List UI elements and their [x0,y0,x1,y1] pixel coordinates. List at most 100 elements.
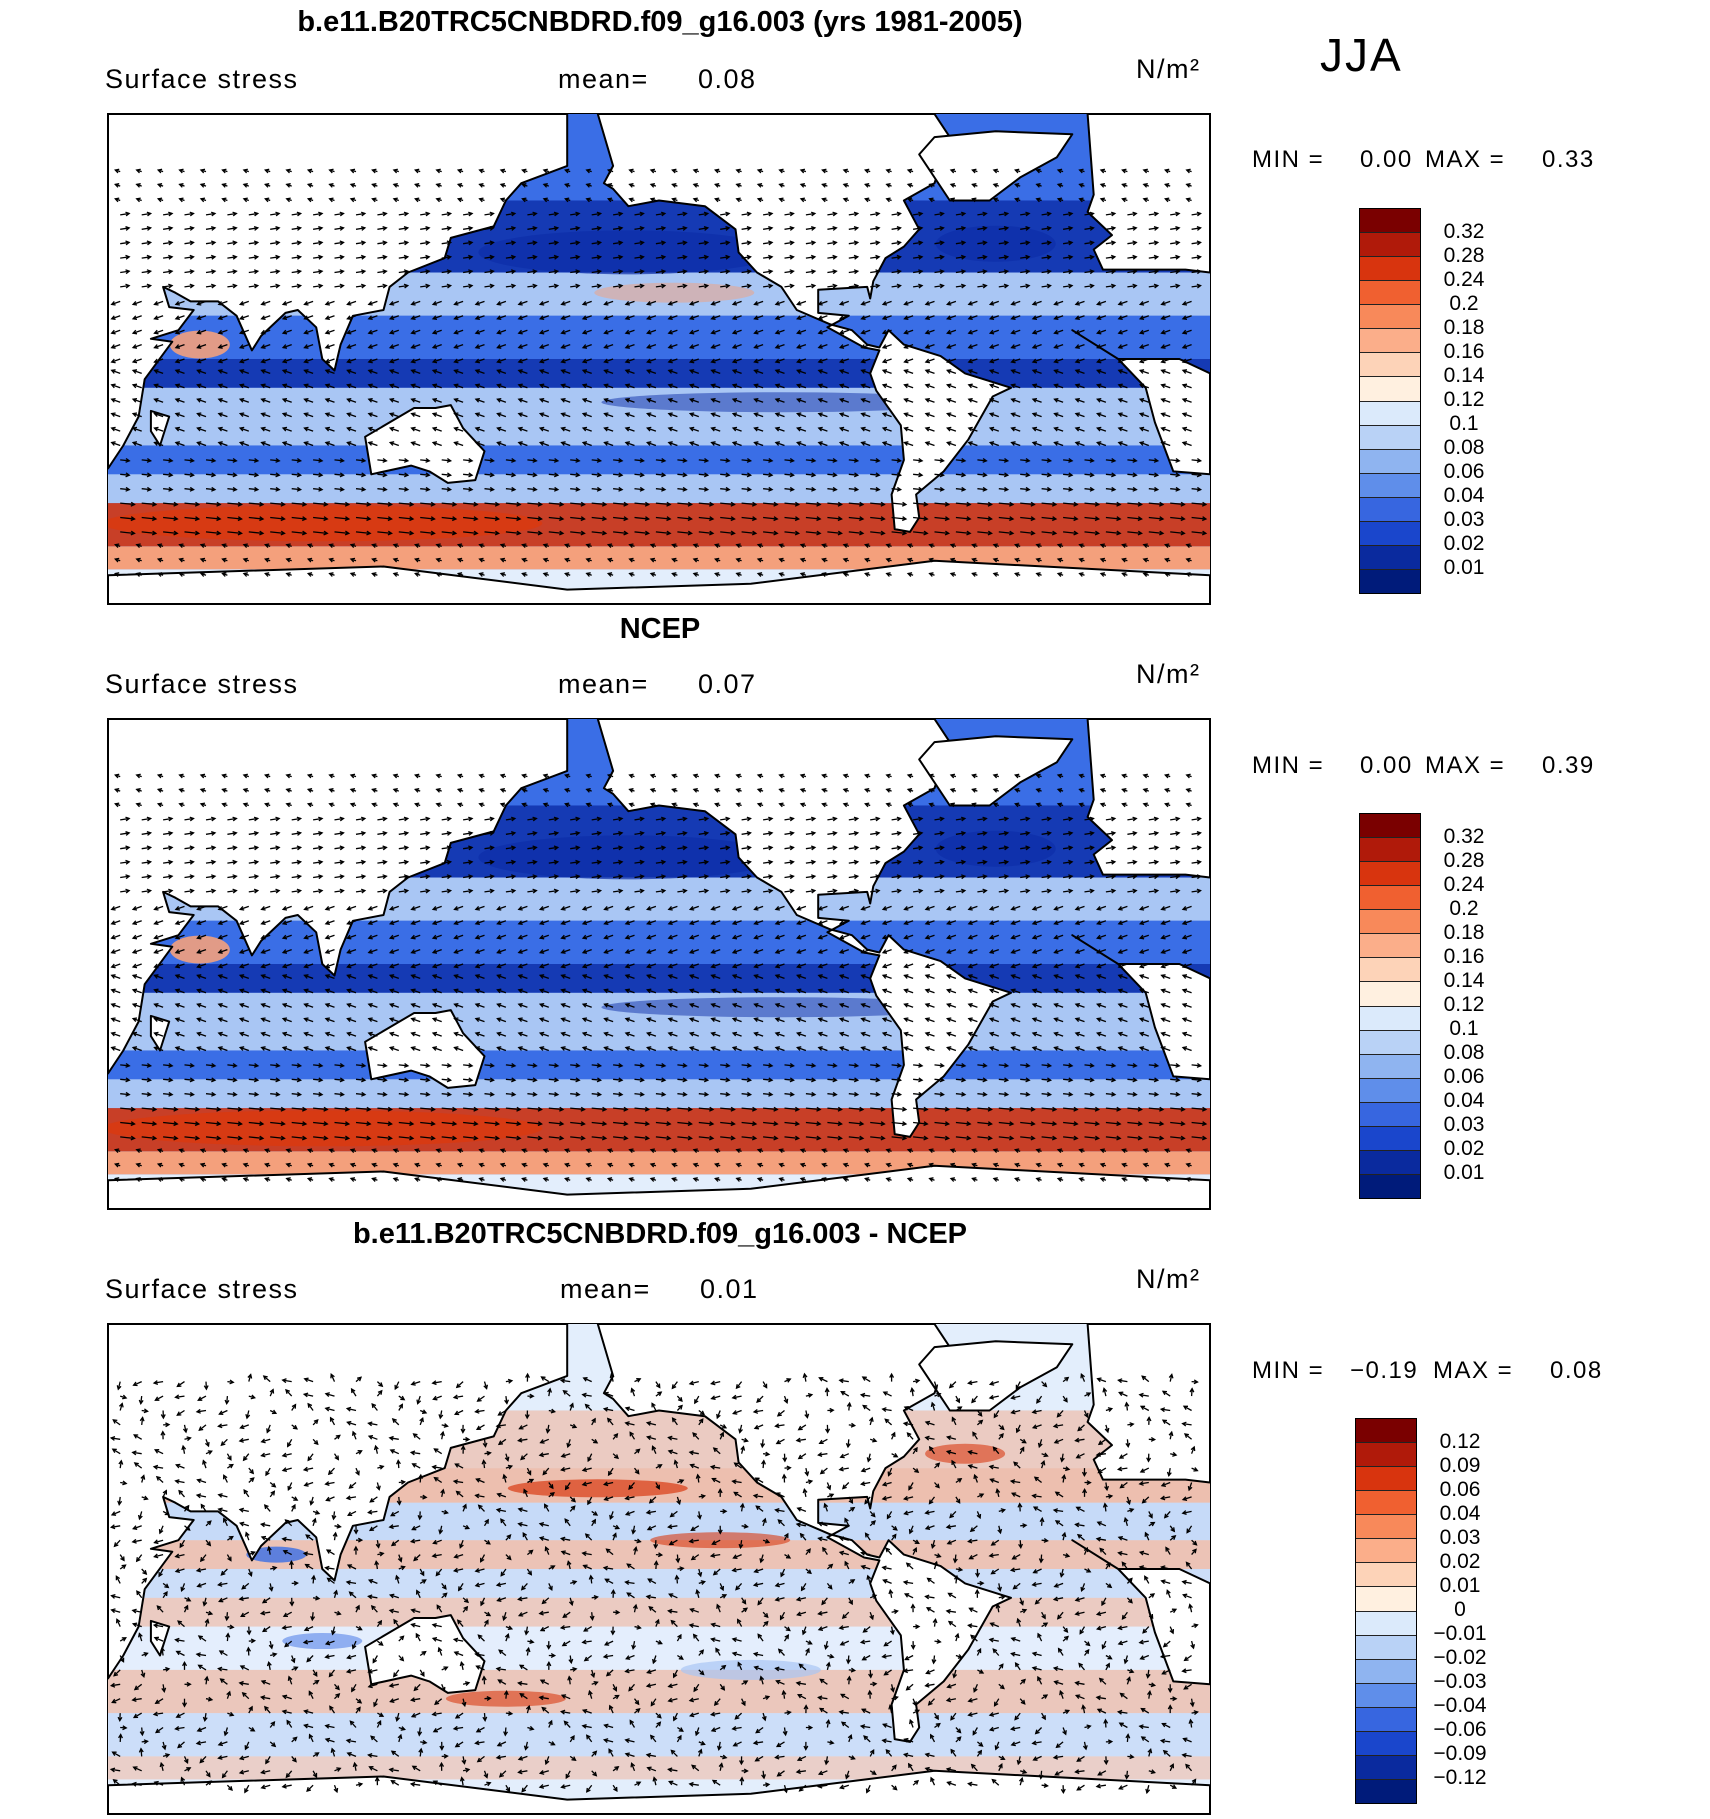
wind-vector [497,441,507,447]
wind-vector-head [260,949,266,954]
wind-vector-head [125,830,131,836]
wind-vector [484,861,494,864]
wind-vector-head [517,934,523,940]
wind-vector-head [939,816,945,822]
wind-vector-head [753,974,759,979]
wind-vector-head [473,516,479,522]
wind-vector [239,427,250,432]
wind-vector-head [178,572,184,577]
wind-vector [505,875,515,879]
wind-vector [1148,531,1164,535]
wind-vector-head [537,516,543,522]
wind-vector-head [367,315,373,321]
wind-vector-head [301,530,308,536]
wind-vector-head [1160,426,1166,432]
wind-vector-head [581,1002,588,1008]
wind-vector-head [575,225,581,231]
wind-vector-head [435,572,441,577]
wind-vector-head [221,773,227,779]
wind-vector [591,817,601,821]
wind-vector-head [639,472,645,478]
wind-vector-head [275,874,281,880]
wind-vector [818,1003,828,1008]
wind-vector [291,284,301,288]
wind-vector-head [646,963,652,969]
wind-vector-head [730,516,736,522]
wind-vector [561,412,571,418]
wind-vector [325,948,335,954]
wind-vector-head [837,501,843,507]
wind-vector [197,329,207,334]
wind-vector [839,934,850,939]
wind-vector-head [1196,816,1202,822]
wind-vector [805,846,815,850]
wind-vector [248,502,264,506]
wind-vector-head [446,457,453,463]
wind-vector-head [624,1031,631,1037]
wind-vector [484,227,494,230]
wind-vector-head [778,168,784,174]
wind-vector-head [328,183,334,188]
wind-vector [141,889,151,893]
wind-vector [741,502,756,506]
wind-vector [368,412,378,418]
wind-vector-head [725,254,731,260]
wind-vector [711,934,721,939]
wind-vector [934,488,944,491]
wind-vector [805,488,816,491]
wind-vector [175,974,185,980]
wind-vector-head [367,369,373,374]
wind-vector [1148,889,1158,893]
wind-vector [1182,905,1192,911]
wind-vector-head [601,501,608,507]
wind-vector-head [559,501,565,507]
wind-vector [355,488,366,491]
wind-vector-head [168,859,174,865]
wind-vector-head [853,457,860,463]
wind-vector-head [860,344,866,349]
wind-vector [518,934,528,939]
wind-vector-head [703,211,710,217]
wind-vector [968,905,978,911]
wind-vector [882,412,892,418]
wind-vector [913,531,928,535]
wind-vector [548,846,558,850]
wind-vector-head [1053,920,1059,926]
colorbar-tick-label: 0.24 [1443,268,1485,291]
wind-vector [497,974,507,980]
wind-vector-head [810,888,817,894]
wind-vector-head [992,168,998,174]
wind-vector-head [667,383,673,389]
wind-vector-head [339,240,345,246]
wind-vector-head [864,773,870,779]
wind-vector-head [303,963,309,969]
wind-vector [347,412,357,418]
wind-vector [1075,974,1085,980]
wind-vector [805,227,815,230]
wind-vector [261,1003,271,1008]
wind-vector [1011,1032,1021,1037]
wind-vector [913,212,923,216]
wind-vector-head [431,412,438,418]
wind-vector-head [456,197,463,203]
wind-vector [604,315,614,320]
wind-vector-head [217,905,223,911]
wind-vector-head [789,240,795,246]
wind-vector [827,832,837,835]
wind-vector-head [1138,300,1145,306]
wind-vector-head [906,543,913,549]
wind-vector-head [735,802,741,808]
wind-vector [132,963,142,968]
wind-vector-head [649,788,656,793]
wind-vector [218,384,228,389]
wind-vector-head [221,557,227,563]
wind-vector [120,284,130,288]
wind-vector-head [1181,300,1188,306]
wind-vector [261,989,271,994]
wind-vector [1063,817,1073,821]
wind-vector-head [1185,802,1191,808]
wind-vector-head [553,486,560,492]
wind-vector [1097,948,1107,954]
wind-vector-head [114,197,120,203]
wind-vector [763,861,773,864]
